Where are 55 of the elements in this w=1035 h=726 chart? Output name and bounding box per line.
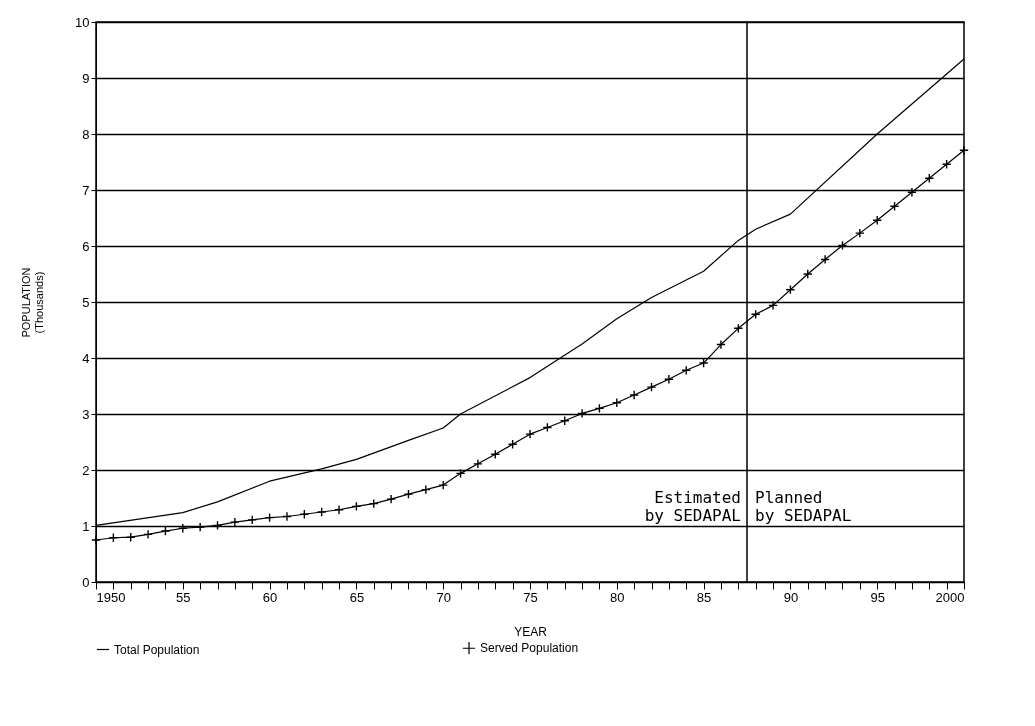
y-tick-label: 1	[82, 518, 90, 534]
point	[577, 408, 587, 419]
point	[420, 484, 431, 495]
y-tick-label: 5	[82, 294, 90, 310]
point	[854, 228, 865, 238]
y-tick-label: 0	[82, 574, 90, 590]
x-axis-title: YEAR	[514, 624, 548, 639]
point	[230, 517, 240, 527]
point	[646, 382, 657, 392]
y-tick-label: 3	[82, 406, 90, 422]
point	[629, 390, 640, 400]
x-tick-label: 1950	[96, 589, 126, 605]
x-tick-label: 55	[176, 589, 191, 605]
y-tick-label: 10	[75, 14, 90, 30]
point	[473, 458, 483, 469]
x-tick-label: 70	[436, 589, 451, 605]
point	[802, 269, 813, 279]
point	[282, 511, 292, 522]
y-tick-label: 6	[82, 238, 90, 254]
legend-label: Total Population	[114, 642, 200, 657]
point	[907, 187, 917, 198]
y-tick-label: 4	[82, 350, 90, 366]
x-tick-label: 95	[870, 589, 885, 605]
point	[91, 535, 101, 545]
point	[403, 489, 414, 499]
x-tick-label: 60	[262, 589, 278, 605]
point	[768, 300, 778, 311]
x-tick-label: 85	[696, 589, 712, 605]
annotation: Estimated by SEDAPAL	[644, 488, 741, 525]
point	[316, 507, 327, 517]
y-tick-label: 2	[82, 462, 90, 478]
point	[177, 523, 188, 534]
point	[143, 529, 153, 540]
legend-label: Served Population	[480, 641, 579, 656]
point	[959, 145, 969, 156]
point	[247, 514, 258, 525]
point	[334, 504, 344, 515]
y-axis-title: POPULATION (Thousands)	[20, 267, 46, 338]
point	[820, 254, 830, 265]
y-tick-label: 9	[82, 70, 90, 86]
y-tick-label: 7	[82, 182, 90, 198]
x-tick-label: 2000	[935, 589, 965, 605]
x-tick-label: 90	[783, 589, 799, 605]
point	[525, 429, 535, 440]
y-tick-label: 8	[82, 126, 90, 142]
point	[386, 494, 396, 504]
point	[160, 526, 171, 536]
point	[716, 339, 726, 350]
point	[664, 374, 674, 385]
point	[698, 358, 709, 368]
point	[438, 480, 449, 490]
x-tick-label: 65	[349, 589, 365, 605]
annotation: Planned by SEDAPAL	[755, 488, 852, 525]
x-tick-label: 80	[610, 589, 625, 605]
x-tick-label: 75	[523, 589, 538, 605]
